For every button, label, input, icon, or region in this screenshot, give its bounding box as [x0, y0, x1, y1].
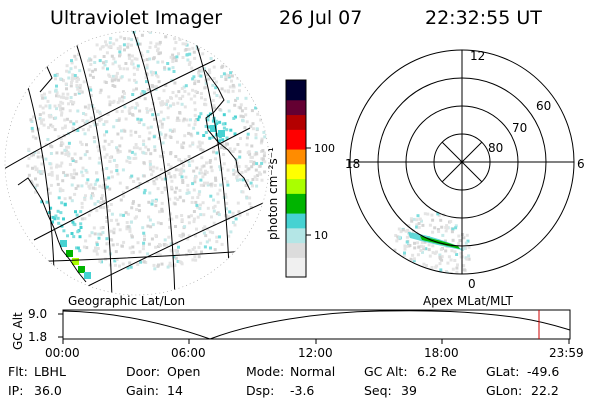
mode-label: Mode: — [246, 364, 285, 379]
mlt-label-18: 18 — [345, 157, 360, 171]
dsp-label: Dsp: — [246, 383, 275, 398]
glon-value: 22.2 — [531, 383, 559, 398]
mlat-label-60: 60 — [536, 99, 551, 113]
filter-label: Flt: — [8, 364, 28, 379]
door-label: Door: — [126, 364, 161, 379]
glat-value: -49.6 — [527, 364, 560, 379]
door-value: Open — [167, 364, 201, 379]
polar-caption: Apex MLat/MLT — [423, 294, 513, 308]
glon-label: GLon: — [486, 383, 523, 398]
time-tick-0600: 06:00 — [171, 346, 206, 360]
altitude-plot: GC Alt 9.0 1.8 — [11, 307, 571, 350]
glat-label: GLat: — [486, 364, 520, 379]
ip-label: IP: — [8, 383, 24, 398]
time-tick-1200: 12:00 — [298, 346, 333, 360]
time-tick-2359: 23:59 — [549, 346, 584, 360]
filter-value: LBHL — [34, 364, 66, 379]
instrument-title: Ultraviolet Imager — [50, 7, 223, 29]
mlt-label-0: 0 — [468, 277, 476, 291]
gain-label: Gain: — [126, 383, 159, 398]
polar-airglow-pixels — [391, 212, 471, 274]
mlat-label-70: 70 — [512, 121, 527, 135]
seq-value: 39 — [401, 383, 417, 398]
ip-value: 36.0 — [34, 383, 62, 398]
colorbar-tick-10: 10 — [314, 229, 328, 242]
geo-caption: Geographic Lat/Lon — [68, 294, 186, 308]
colorbar-tick-100: 100 — [314, 142, 335, 155]
gc-alt-label: GC Alt: — [364, 364, 408, 379]
polar-image-panel: 12 18 6 0 60 70 80 — [345, 49, 585, 291]
alt-min: 1.8 — [28, 330, 47, 344]
dsp-value: -3.6 — [290, 383, 315, 398]
time-tick-1800: 18:00 — [424, 346, 459, 360]
mlat-label-80: 80 — [488, 141, 503, 155]
date-label: 26 Jul 07 — [279, 7, 363, 29]
mode-value: Normal — [290, 364, 336, 379]
colorbar-units: photon cm⁻²s⁻¹ — [266, 147, 280, 240]
alt-axis-label: GC Alt — [11, 312, 25, 350]
gc-alt-value: 6.2 Re — [417, 364, 457, 379]
gain-value: 14 — [167, 383, 183, 398]
time-tick-0000: 00:00 — [45, 346, 80, 360]
seq-label: Seq: — [364, 383, 392, 398]
colorbar: 100 10 photon cm⁻²s⁻¹ — [266, 79, 335, 278]
mlt-label-6: 6 — [577, 157, 585, 171]
time-label: 22:32:55 UT — [425, 7, 542, 29]
geo-image-panel — [4, 30, 270, 296]
altitude-curve — [62, 310, 571, 340]
mlt-label-12: 12 — [470, 49, 485, 63]
geo-airglow-pixels — [26, 31, 267, 279]
alt-max: 9.0 — [28, 307, 47, 321]
